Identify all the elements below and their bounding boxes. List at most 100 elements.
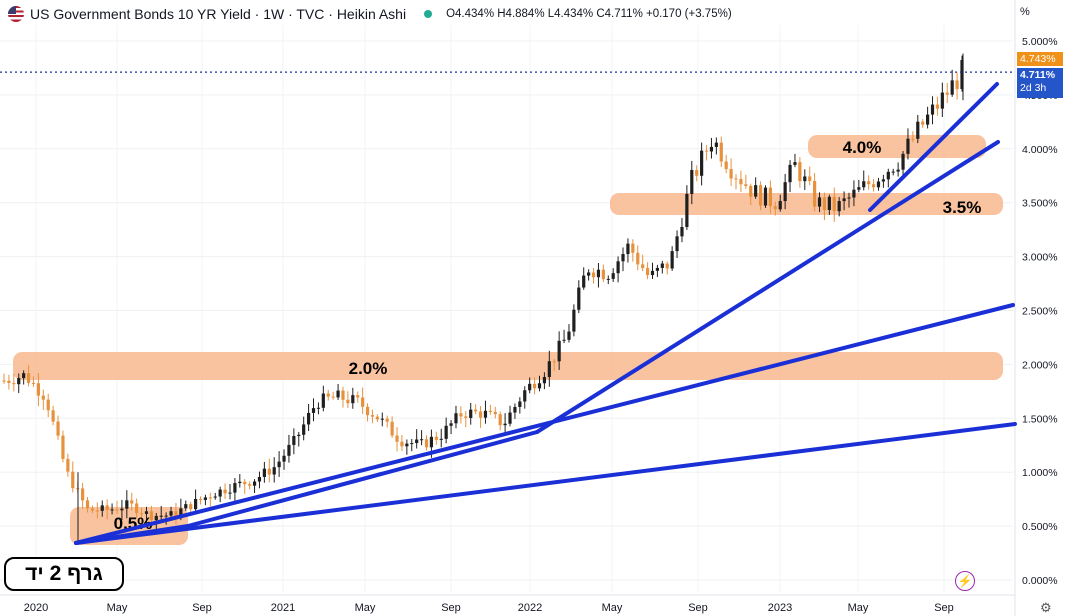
candle-body: [572, 309, 576, 332]
y-tick-label: 0.500%: [1022, 521, 1058, 533]
candle-body: [474, 409, 478, 412]
candle-body: [493, 411, 497, 415]
candle-body: [601, 269, 605, 280]
x-tick-label: Sep: [688, 602, 708, 614]
candle-body: [100, 505, 104, 511]
candle-body: [331, 396, 335, 398]
lightning-icon[interactable]: ⚡: [955, 571, 975, 591]
candle-body: [179, 508, 183, 516]
stamp-label: גרף 2 ‏יד: [4, 557, 124, 591]
y-tick-label: 2.500%: [1022, 306, 1058, 318]
candle-body: [252, 481, 257, 486]
candle-body: [434, 436, 438, 440]
candle-body: [292, 436, 296, 445]
us-flag-icon: [8, 6, 24, 22]
candle-body: [788, 164, 792, 183]
trendline: [74, 524, 190, 545]
candle-body: [665, 263, 669, 269]
candle-body: [749, 185, 753, 197]
candle-body: [881, 179, 885, 182]
candle-body: [695, 169, 699, 176]
candle-body: [935, 104, 940, 109]
ohlc-readout: O4.434% H4.884% L4.434% C4.711% +0.170 (…: [446, 8, 732, 20]
candle-body: [611, 273, 615, 279]
candle-body: [670, 251, 674, 269]
candle-body: [926, 114, 930, 125]
x-tick-label: Sep: [441, 602, 461, 614]
candle-body: [194, 498, 198, 510]
candle-body: [704, 150, 709, 152]
zone-label: 4.0%: [843, 138, 882, 157]
candle-body: [419, 439, 424, 441]
candle-body: [125, 500, 129, 509]
trendline: [186, 430, 539, 528]
candle-body: [459, 413, 463, 417]
candle-body: [739, 179, 743, 185]
candle-body: [321, 393, 325, 408]
candle-body: [867, 181, 871, 185]
candle-body: [793, 162, 797, 165]
candle-body: [518, 401, 522, 407]
candle-body: [159, 515, 163, 517]
candle-body: [596, 269, 601, 278]
candle-body: [7, 380, 11, 384]
y-tick-label: 3.000%: [1022, 252, 1058, 264]
candle-body: [56, 421, 60, 436]
candle-body: [169, 511, 173, 516]
price-axis-unit[interactable]: %: [1020, 6, 1030, 18]
candle-body: [680, 226, 684, 237]
candle-body: [700, 150, 704, 176]
candle-body: [267, 468, 271, 475]
candle-body: [424, 439, 429, 448]
candle-body: [61, 435, 65, 459]
candle-body: [306, 412, 311, 425]
candle-body: [130, 500, 134, 504]
candle-body: [528, 383, 532, 391]
candle-body: [852, 189, 856, 198]
candle-body: [655, 267, 660, 271]
zone-label: 0.5%: [114, 514, 153, 533]
candle-body: [356, 395, 360, 398]
candle-body: [960, 60, 964, 90]
candle-body: [842, 198, 846, 202]
candle-body: [400, 441, 404, 447]
candle-body: [272, 467, 276, 475]
symbol-title[interactable]: US Government Bonds 10 YR Yield · 1W · T…: [30, 6, 407, 22]
candle-body: [277, 461, 281, 468]
zone-label: 3.5%: [943, 198, 982, 217]
candle-body: [395, 435, 399, 442]
candle-body: [577, 287, 581, 310]
candle-body: [773, 206, 777, 210]
candle-body: [488, 410, 492, 412]
x-tick-label: 2020: [24, 602, 48, 614]
gear-icon[interactable]: ⚙: [1040, 600, 1052, 615]
zone-label: 2.0%: [349, 359, 388, 378]
candle-body: [36, 383, 40, 396]
trendline: [74, 303, 1015, 545]
candle-body: [262, 468, 266, 477]
candle-body: [886, 171, 890, 180]
candle-body: [921, 121, 925, 125]
candle-body: [213, 496, 217, 498]
candle-body: [896, 169, 900, 172]
candle-body: [410, 443, 414, 445]
candle-body: [783, 182, 787, 202]
candle-body: [729, 169, 733, 179]
candle-body: [827, 196, 831, 211]
candle-body: [243, 481, 247, 485]
candle-body: [139, 513, 144, 515]
candle-body: [582, 275, 586, 288]
candle-body: [365, 406, 370, 416]
candle-body: [871, 184, 876, 188]
candle-body: [616, 261, 620, 274]
candle-body: [906, 138, 910, 154]
candle-body: [645, 268, 650, 276]
candle-body: [891, 171, 895, 173]
candle-body: [552, 361, 556, 363]
candle-body: [351, 395, 355, 404]
candle-body: [154, 515, 158, 521]
candle-body: [513, 406, 517, 413]
candle-body: [66, 458, 70, 472]
candle-body: [297, 434, 301, 437]
